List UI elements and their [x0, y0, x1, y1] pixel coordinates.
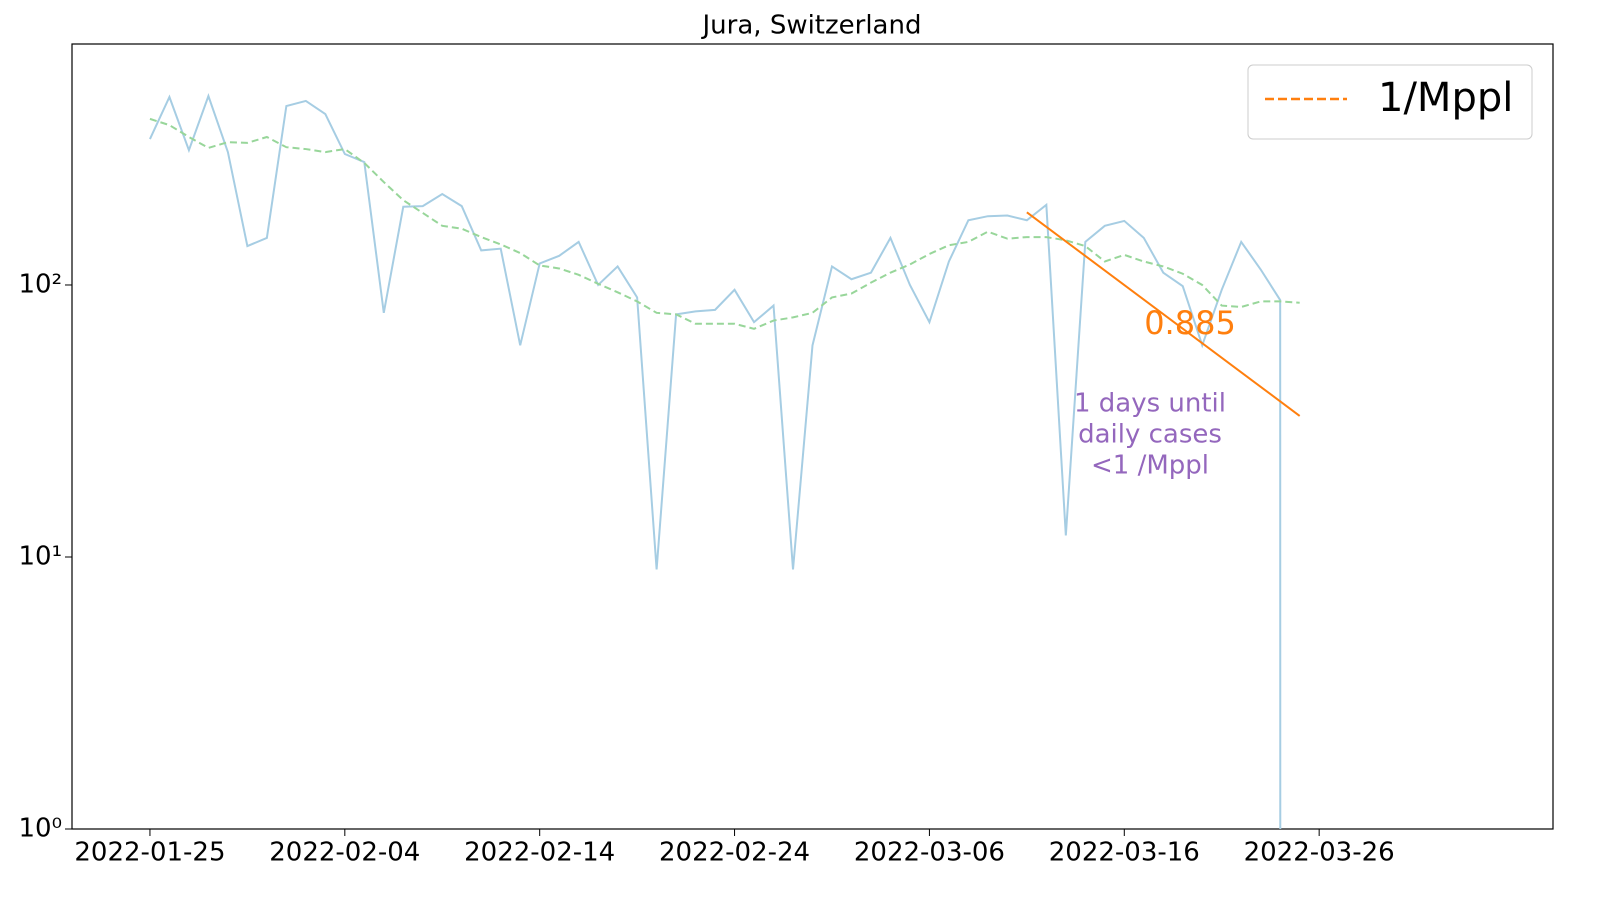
annotation: 0.885	[1144, 304, 1236, 342]
legend-box	[1247, 64, 1533, 140]
y-tick-label: 10¹	[18, 541, 62, 571]
series-line	[149, 117, 1300, 330]
x-tick-label: 2022-01-25	[74, 838, 225, 868]
x-tick-label: 2022-03-16	[1049, 838, 1200, 868]
annotation: 1 days until	[1074, 389, 1226, 419]
y-tick-label: 10²	[18, 269, 62, 299]
legend-label: 1/Mppl	[1378, 75, 1513, 121]
plot-area	[149, 93, 1301, 829]
x-tick-label: 2022-03-06	[854, 838, 1005, 868]
x-tick-label: 2022-02-04	[269, 838, 420, 868]
plot-frame	[71, 43, 1554, 830]
annotation: daily cases	[1078, 420, 1222, 450]
annotation: <1 /Mppl	[1091, 451, 1209, 481]
x-tick-label: 2022-03-26	[1244, 838, 1395, 868]
y-tick-label: 10⁰	[18, 814, 62, 844]
chart-title: Jura, Switzerland	[701, 11, 922, 41]
x-tick-label: 2022-02-24	[659, 838, 810, 868]
series-line	[1026, 211, 1301, 417]
series-line	[149, 93, 1282, 829]
x-tick-label: 2022-02-14	[464, 838, 615, 868]
